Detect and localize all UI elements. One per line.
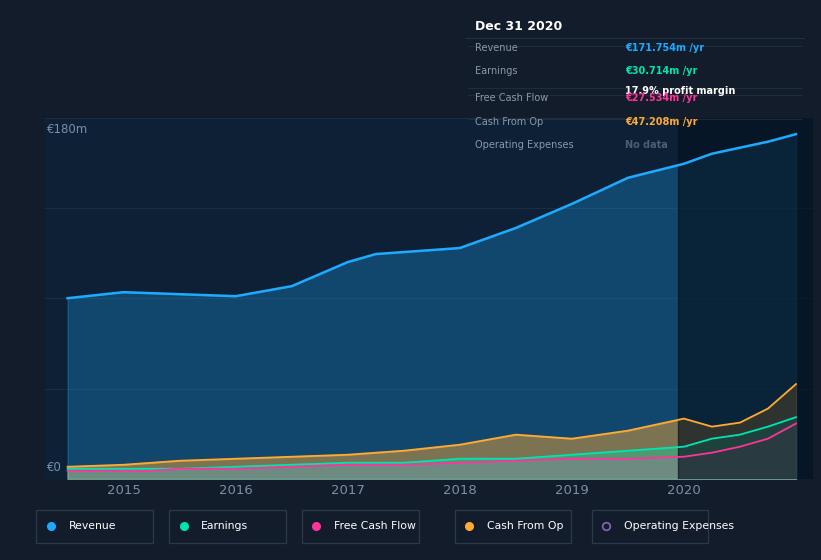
Bar — [591, 510, 709, 543]
Text: Free Cash Flow: Free Cash Flow — [334, 521, 416, 531]
Text: €171.754m /yr: €171.754m /yr — [625, 43, 704, 53]
Text: Free Cash Flow: Free Cash Flow — [475, 92, 548, 102]
Text: Operating Expenses: Operating Expenses — [624, 521, 734, 531]
Text: Earnings: Earnings — [475, 66, 518, 76]
Bar — [302, 510, 419, 543]
Text: Cash From Op: Cash From Op — [475, 116, 544, 127]
Bar — [678, 118, 813, 479]
Bar — [455, 510, 571, 543]
Text: Cash From Op: Cash From Op — [487, 521, 563, 531]
Text: Earnings: Earnings — [201, 521, 249, 531]
Text: Dec 31 2020: Dec 31 2020 — [475, 20, 562, 33]
Text: €180m: €180m — [48, 123, 89, 136]
Bar — [169, 510, 286, 543]
Text: €30.714m /yr: €30.714m /yr — [625, 66, 697, 76]
Text: Operating Expenses: Operating Expenses — [475, 141, 574, 151]
Text: Revenue: Revenue — [475, 43, 518, 53]
Text: No data: No data — [625, 141, 667, 151]
Bar — [36, 510, 153, 543]
Text: €0: €0 — [48, 461, 62, 474]
Text: 17.9% profit margin: 17.9% profit margin — [625, 86, 735, 96]
Text: Revenue: Revenue — [69, 521, 116, 531]
Text: €47.208m /yr: €47.208m /yr — [625, 116, 697, 127]
Text: €27.534m /yr: €27.534m /yr — [625, 92, 697, 102]
